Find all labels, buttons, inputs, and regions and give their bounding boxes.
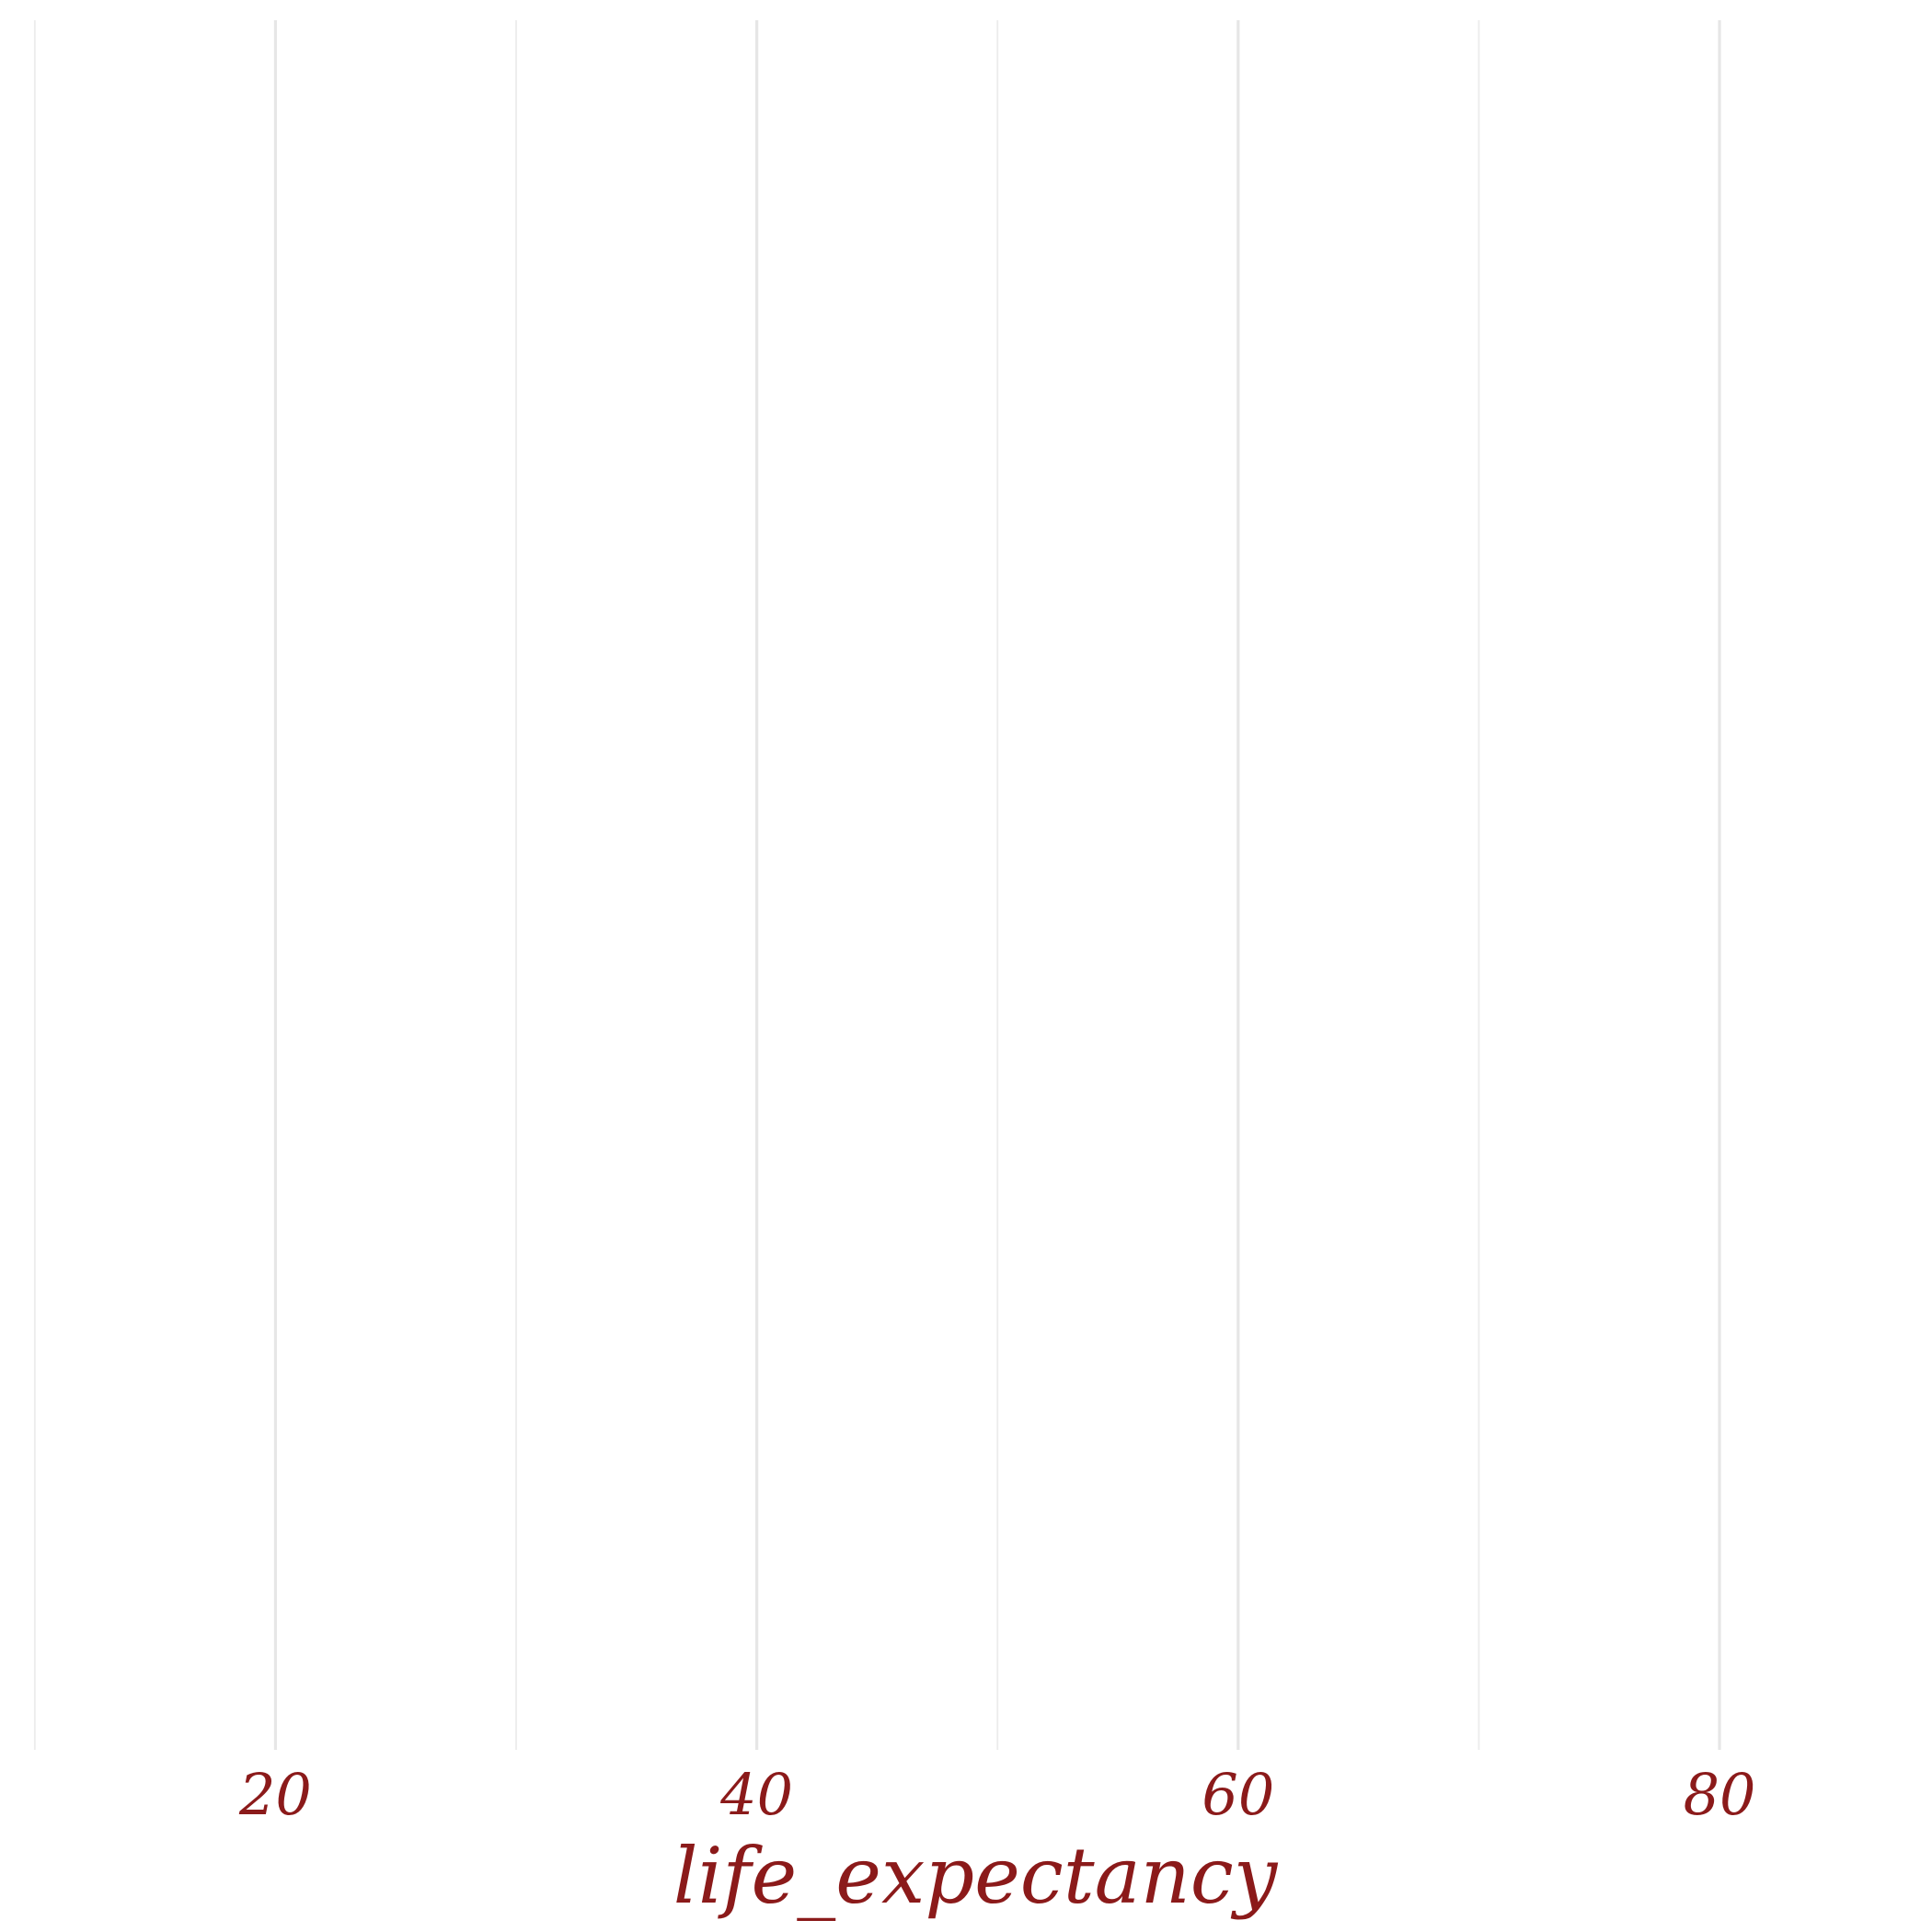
x-tick-label: 60 <box>1202 1761 1274 1828</box>
x-tick-label: 40 <box>719 1761 793 1828</box>
x-tick-label: 80 <box>1684 1761 1756 1828</box>
x-tick-labels: 20 40 60 80 <box>238 1761 1755 1828</box>
grid-lines <box>33 20 1721 1750</box>
x-tick-label: 20 <box>238 1761 312 1828</box>
x-axis-title: life_expectancy <box>673 1831 1279 1921</box>
